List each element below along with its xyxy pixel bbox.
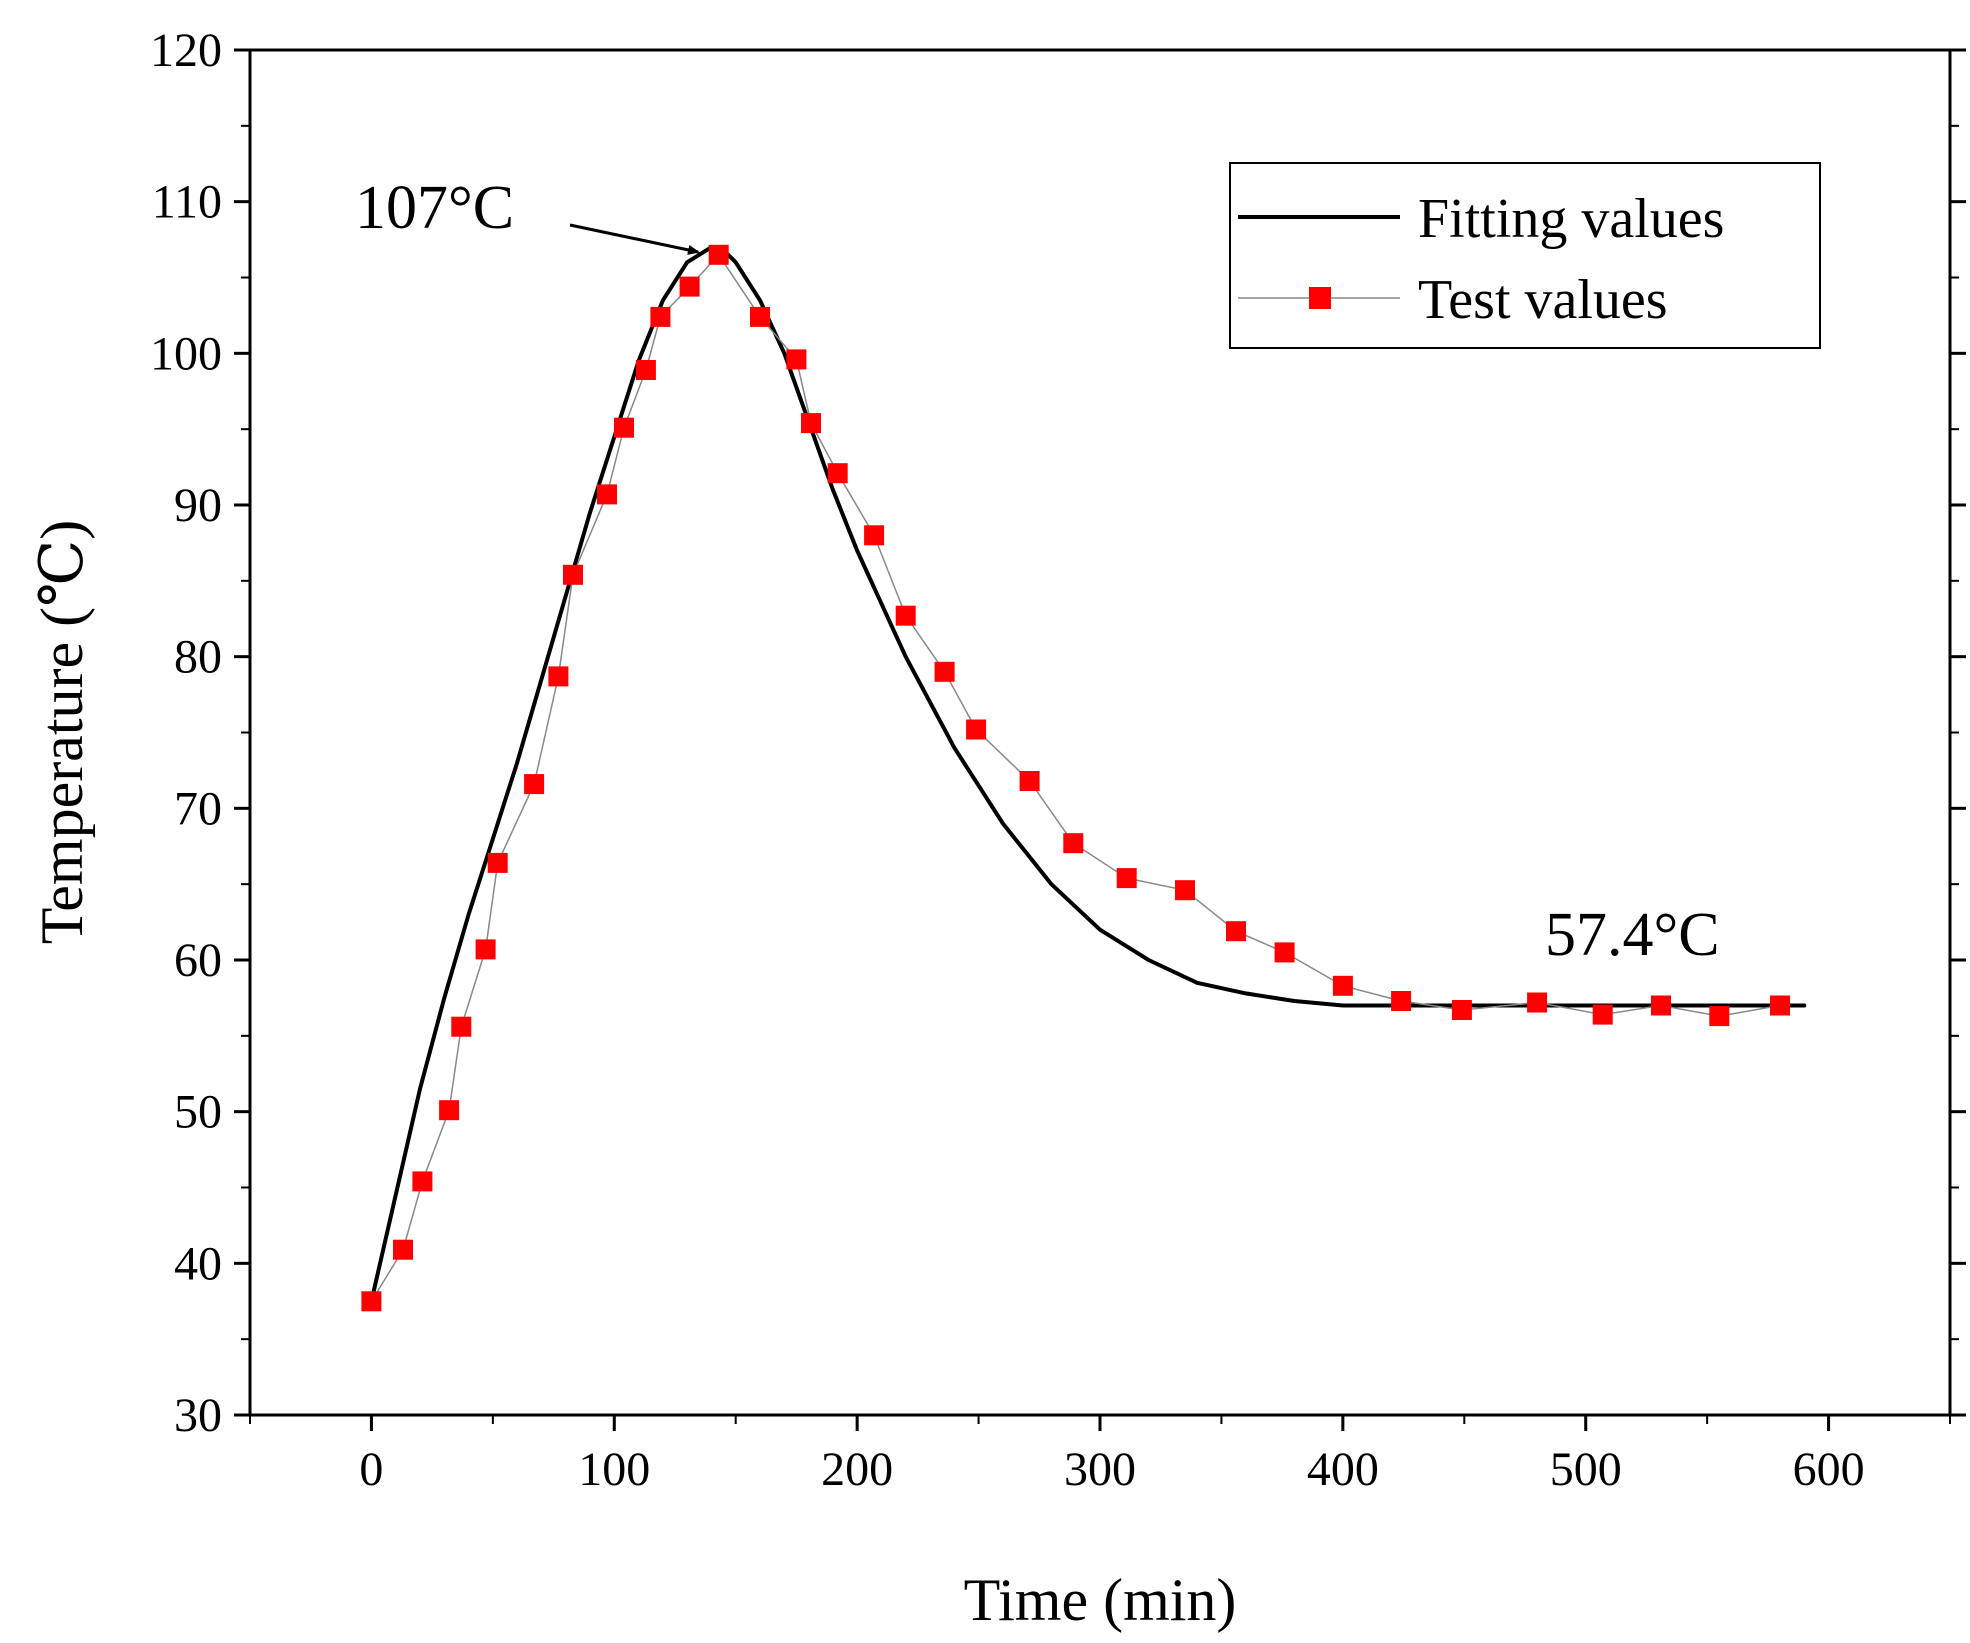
y-tick-label: 100	[150, 327, 222, 380]
y-tick-label: 70	[174, 782, 222, 835]
test-value-point	[412, 1171, 433, 1192]
x-tick-label: 400	[1307, 1443, 1379, 1496]
y-tick-label: 60	[174, 934, 222, 987]
test-value-point	[801, 413, 821, 434]
test-value-point	[487, 852, 508, 873]
test-value-point	[827, 463, 848, 484]
test-value-point	[679, 276, 700, 297]
plot-frame	[248, 48, 1952, 1417]
series-line-test-values	[370, 253, 1781, 1302]
test-value-point	[786, 349, 807, 370]
test-value-point	[650, 306, 671, 327]
legend-label-test: Test values	[1418, 269, 1668, 331]
test-value-point	[614, 417, 634, 438]
test-value-point	[708, 244, 729, 265]
test-value-point	[1592, 1004, 1613, 1025]
x-tick-label: 200	[821, 1443, 893, 1496]
test-value-point	[524, 774, 545, 795]
test-value-point	[451, 1016, 472, 1037]
x-tick-label: 600	[1793, 1443, 1865, 1496]
legend: Fitting values Test values	[1229, 162, 1821, 349]
y-tick-label: 30	[174, 1389, 222, 1442]
legend-test-marker	[1309, 287, 1331, 309]
y-tick-label: 80	[174, 631, 222, 684]
test-value-point	[1651, 995, 1671, 1016]
y-tick-label: 120	[150, 24, 222, 77]
x-tick-label: 0	[359, 1443, 383, 1496]
legend-box	[1229, 162, 1821, 349]
test-value-point	[864, 525, 885, 546]
test-value-point	[563, 564, 583, 585]
x-tick-label: 100	[578, 1443, 650, 1496]
peak-annotation: 107°C	[355, 174, 514, 242]
legend-label-fitting: Fitting values	[1418, 188, 1724, 250]
test-value-point	[750, 306, 770, 327]
y-tick-label: 50	[174, 1086, 222, 1139]
test-value-point	[1116, 868, 1137, 889]
x-tick-label: 300	[1064, 1443, 1136, 1496]
test-value-point	[548, 666, 569, 687]
test-value-point	[1274, 942, 1295, 963]
test-value-point	[597, 484, 617, 505]
end-annotation: 57.4°C	[1545, 901, 1720, 969]
y-axis-title: Temperature (℃)	[29, 520, 95, 944]
test-value-point	[393, 1239, 413, 1260]
y-tick-label: 90	[174, 479, 222, 532]
series-line-fitting-values	[369, 245, 1807, 1304]
x-tick-label: 500	[1550, 1443, 1622, 1496]
test-value-point	[895, 605, 916, 626]
test-value-point	[1063, 833, 1084, 854]
test-value-point	[1019, 771, 1040, 791]
test-value-point	[934, 661, 955, 682]
y-tick-label: 40	[174, 1237, 222, 1290]
test-value-point	[1709, 1006, 1730, 1027]
test-value-point	[361, 1291, 382, 1312]
test-value-point	[475, 939, 496, 960]
test-value-point	[635, 360, 656, 380]
test-value-point	[1332, 975, 1353, 996]
test-value-point	[1226, 921, 1246, 942]
test-value-point	[966, 719, 987, 740]
test-value-point	[439, 1100, 460, 1121]
test-value-point	[1175, 880, 1195, 901]
test-value-point	[1451, 1000, 1472, 1020]
test-value-point	[1391, 991, 1412, 1011]
test-value-point	[1527, 992, 1548, 1013]
x-axis-title: Time (min)	[964, 1567, 1237, 1633]
peak-annotation-arrow	[569, 223, 700, 255]
test-value-point	[1770, 995, 1790, 1016]
y-tick-label: 110	[152, 176, 222, 229]
